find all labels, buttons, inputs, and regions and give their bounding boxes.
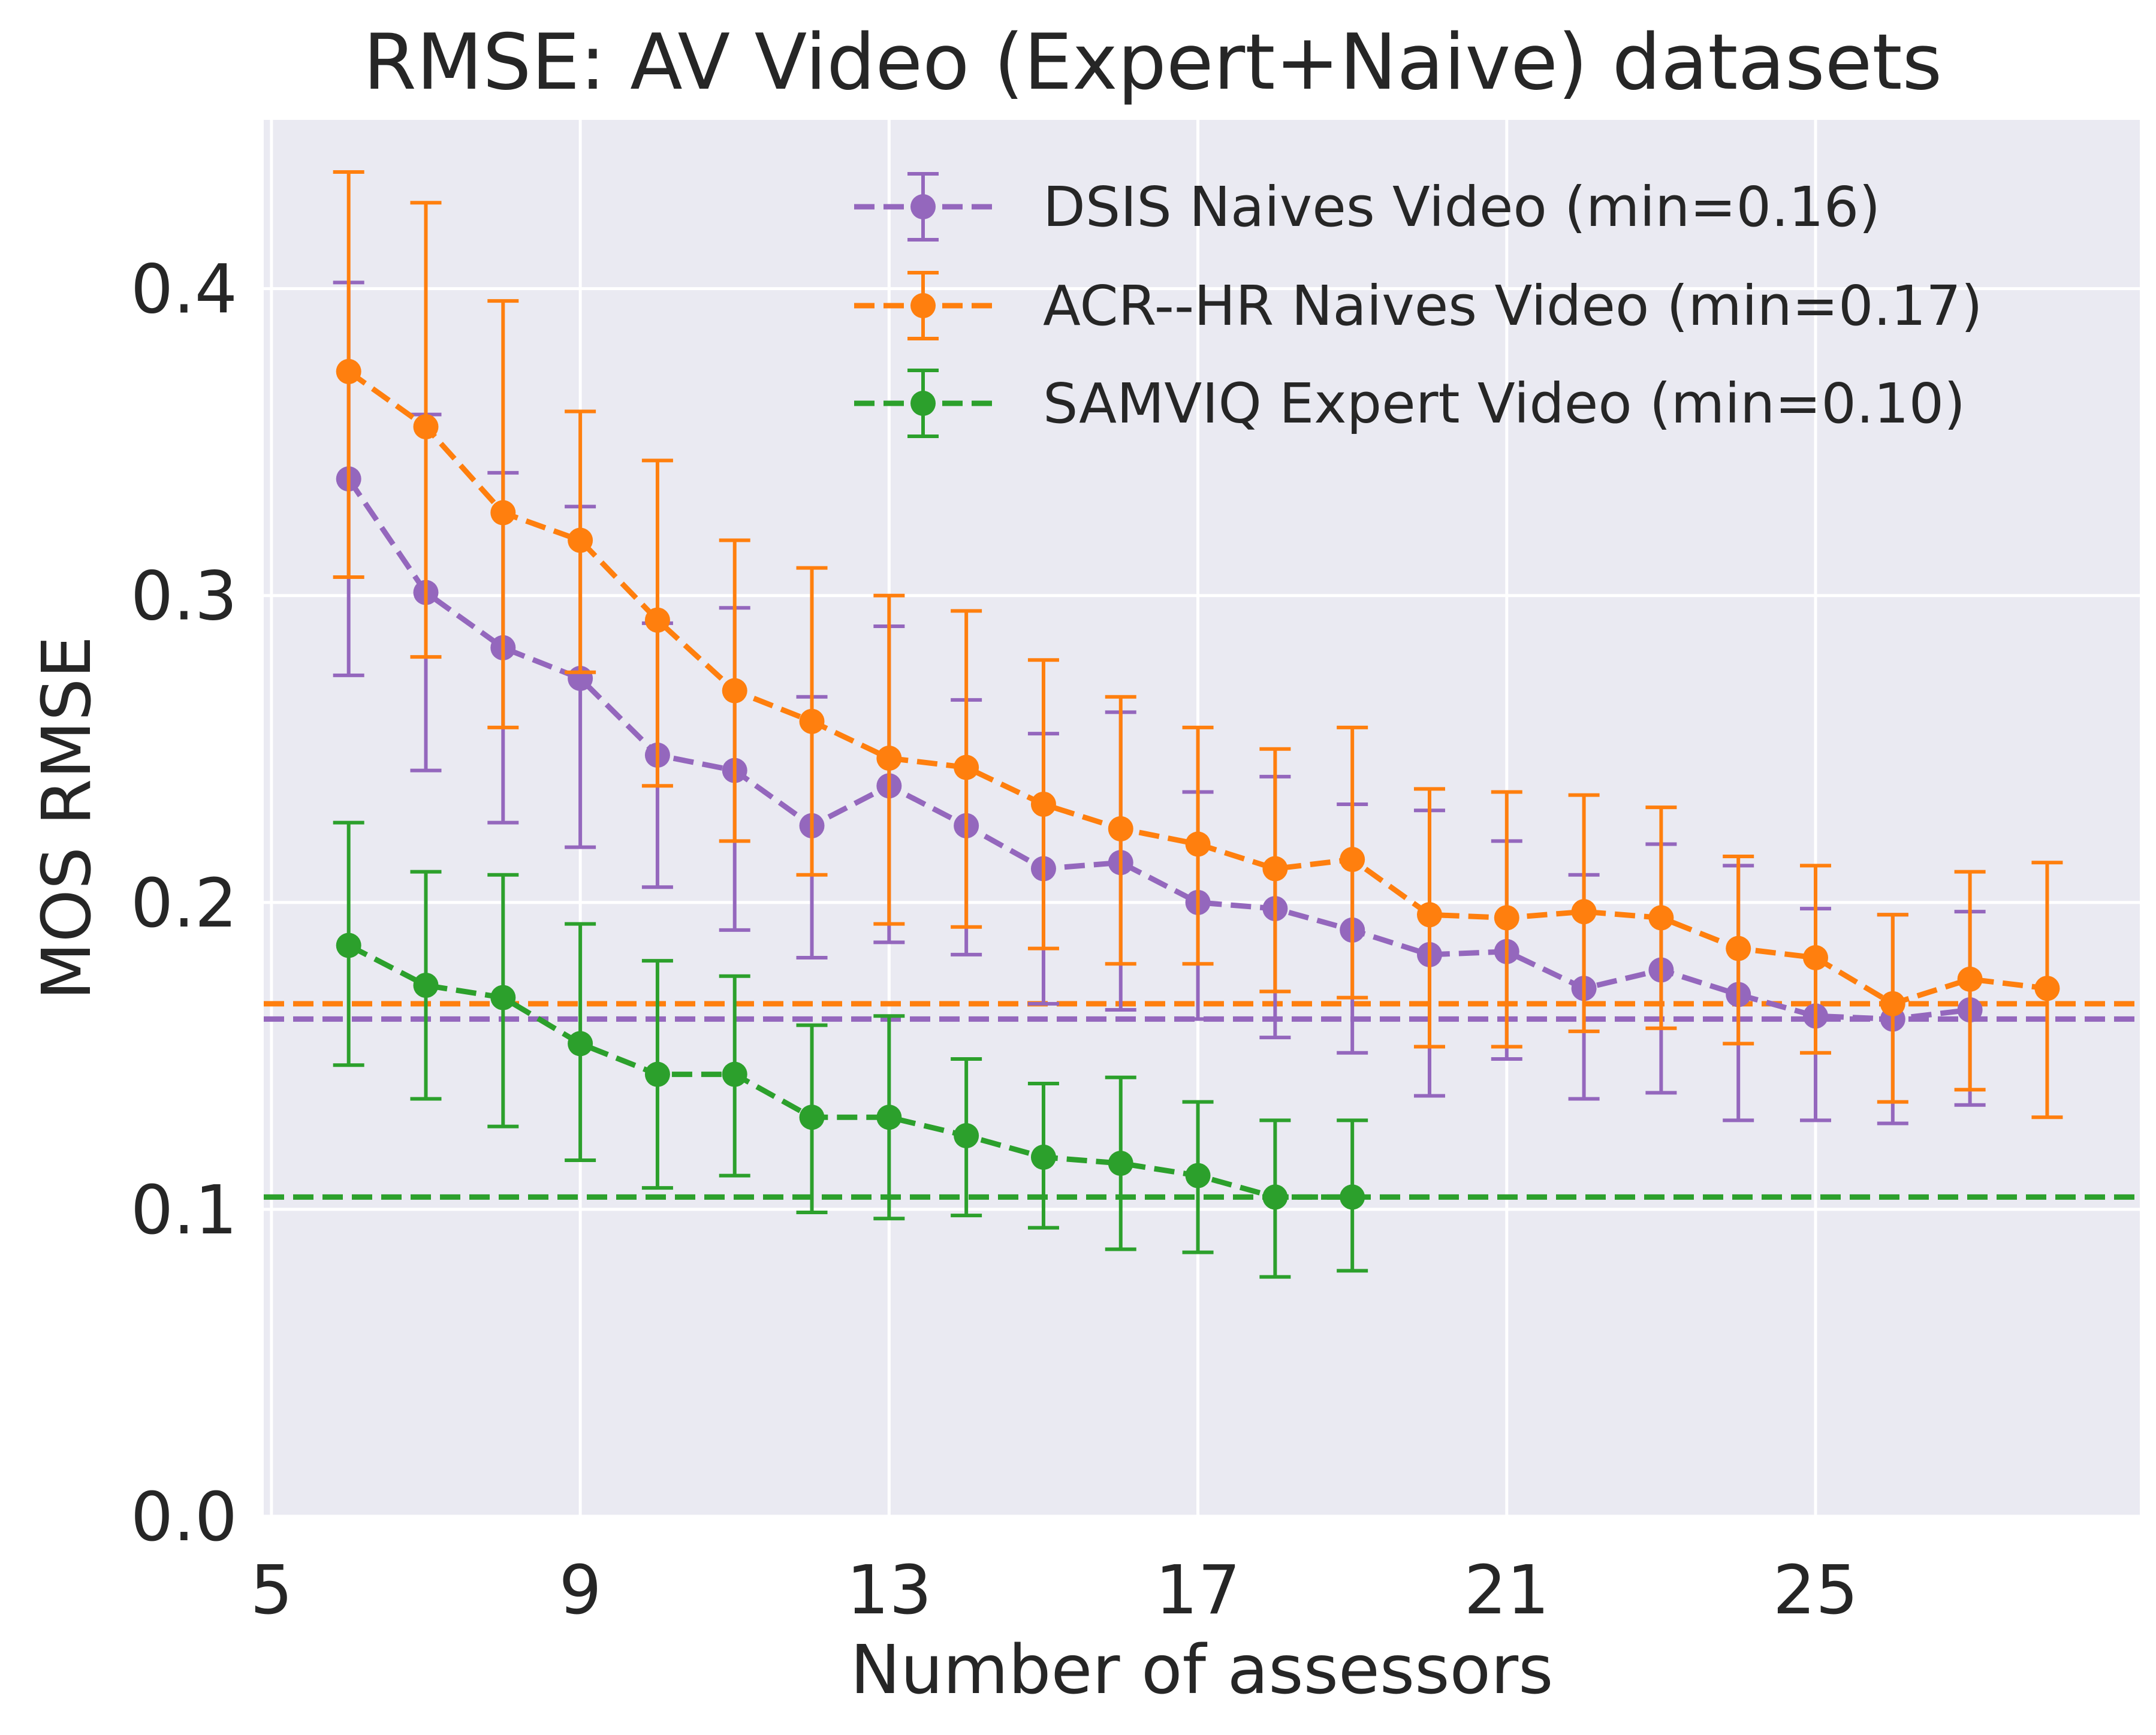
data-point [1030,1144,1056,1170]
y-tick-labels: 0.0 0.1 0.2 0.3 0.4 [131,251,237,1556]
y-tick-label: 0.4 [131,251,237,329]
data-point [1803,945,1829,970]
legend-marker [910,293,936,318]
data-point [1108,1151,1133,1176]
data-point [722,678,747,704]
data-point [1880,991,1905,1016]
data-point [1262,1184,1288,1210]
data-point [1571,899,1597,925]
x-tick-labels: 5 9 13 17 21 25 [250,1552,1858,1630]
legend-marker [910,194,936,219]
y-tick-label: 0.2 [131,865,237,943]
data-point [644,607,670,633]
x-tick-label: 25 [1773,1552,1859,1630]
y-tick-label: 0.0 [131,1478,237,1556]
data-point [1494,905,1519,931]
x-tick-label: 5 [250,1552,293,1630]
data-point [336,933,361,958]
data-point [568,1031,593,1057]
series [333,170,2063,1120]
data-point [2034,976,2060,1001]
data-point [876,746,902,771]
data-point [722,1061,747,1087]
legend: DSIS Naives Video (min=0.16) ACR--HR Naiv… [854,172,1983,438]
legend-item: ACR--HR Naives Video (min=0.17) [854,271,1983,340]
data-point [490,985,516,1010]
data-point [799,708,825,734]
data-point [1262,856,1288,882]
data-point [1340,1184,1365,1210]
y-axis-label: MOS RMSE [28,636,106,1000]
data-point [413,414,439,440]
x-tick-label: 13 [846,1552,932,1630]
data-point [799,1105,825,1130]
data-point [1726,936,1751,961]
data-point [644,1061,670,1087]
data-point [490,500,516,526]
x-axis-label: Number of assessors [851,1631,1554,1709]
data-point [1185,831,1211,857]
legend-label: SAMVIQ Expert Video (min=0.10) [1043,372,1965,436]
y-tick-label: 0.1 [131,1172,237,1250]
legend-item: SAMVIQ Expert Video (min=0.10) [854,369,1965,438]
plot-background [264,120,2140,1516]
data-point [1957,966,1983,992]
data-point [336,358,361,384]
legend-label: DSIS Naives Video (min=0.16) [1043,175,1880,239]
data-point [954,755,979,780]
data-point [568,527,593,553]
data-point [876,1105,902,1130]
series [333,820,1368,1279]
data-point [1185,1163,1211,1188]
data-point [954,1123,979,1149]
x-tick-label: 9 [559,1552,601,1630]
data-point [1030,791,1056,817]
series-line [346,477,1971,1022]
data-point [1340,847,1365,873]
y-tick-label: 0.3 [131,558,237,636]
legend-item: DSIS Naives Video (min=0.16) [854,172,1880,242]
x-tick-label: 17 [1155,1552,1241,1630]
series-line [347,943,1353,1200]
data-point [1416,902,1442,928]
data-point [1108,816,1133,841]
legend-marker [910,391,936,416]
chart-title: RMSE: AV Video (Expert+Naive) datasets [363,18,1942,107]
data-series [333,170,2063,1279]
data-point [413,973,439,998]
legend-label: ACR--HR Naives Video (min=0.17) [1043,274,1983,338]
x-tick-label: 21 [1464,1552,1550,1630]
data-point [1648,905,1674,931]
